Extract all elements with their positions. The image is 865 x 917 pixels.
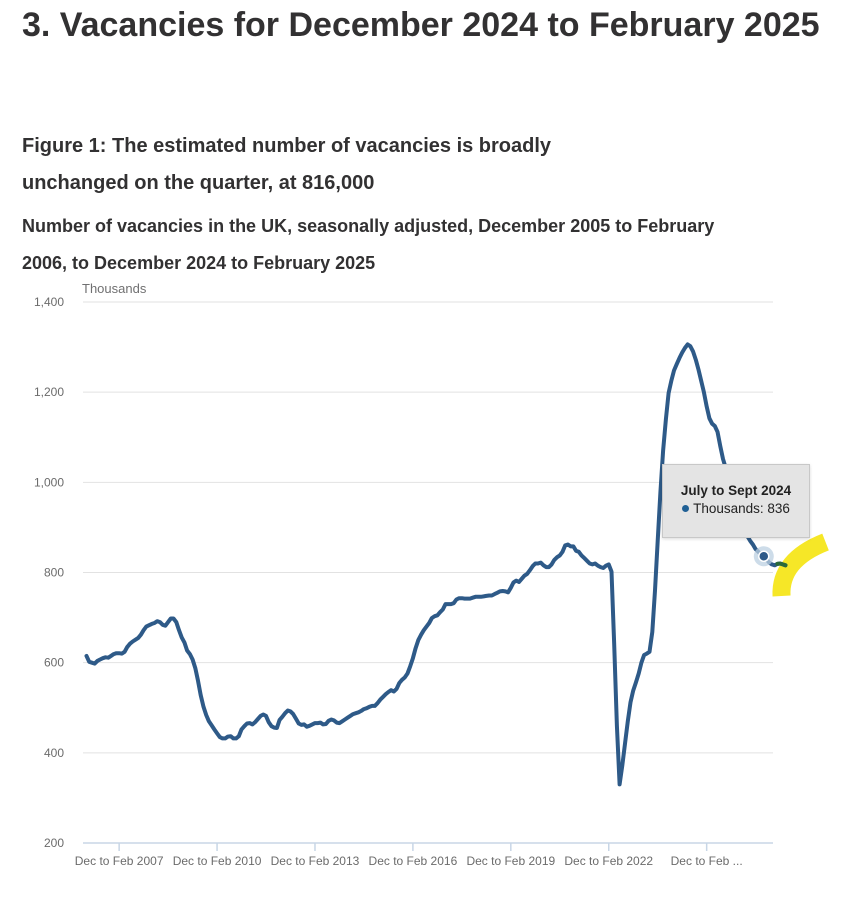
x-tick-label: Dec to Feb 2007 <box>75 854 164 868</box>
y-tick-label: 400 <box>44 746 64 760</box>
hover-marker-point <box>758 550 770 563</box>
series-line-thousands <box>84 342 788 787</box>
tooltip-value: Thousands: 836 <box>693 501 790 516</box>
chart-canvas[interactable]: 200 400 600 800 1,000 1,200 1,400 Dec to Feb 20… <box>0 280 865 880</box>
tooltip-value-row: Thousands: 836 <box>663 501 809 516</box>
x-tick-label: Dec to Feb 2022 <box>564 854 653 868</box>
x-tick-label: Dec to Feb 2016 <box>369 854 458 868</box>
highlight-annotation <box>772 533 830 597</box>
y-tick-label: 1,400 <box>34 295 64 309</box>
vacancies-chart[interactable]: Thousands 200 400 600 800 1,000 1,200 1,400 Dec… <box>0 280 865 880</box>
x-tick-label: Dec to Feb 2010 <box>173 854 262 868</box>
section-title: 3. Vacancies for December 2024 to Februa… <box>22 6 820 44</box>
y-tick-label: 600 <box>44 656 64 670</box>
y-tick-label: 200 <box>44 836 64 850</box>
x-tick-label: Dec to Feb 2013 <box>271 854 360 868</box>
series-dot-icon <box>682 505 690 512</box>
y-unit-label: Thousands <box>82 283 147 293</box>
x-tick-label: Dec to Feb ... <box>671 854 743 868</box>
y-tick-label: 1,000 <box>34 475 64 489</box>
y-tick-label: 800 <box>44 566 64 580</box>
chart-tooltip: July to Sept 2024 Thousands: 836 <box>662 464 810 538</box>
figure-title: Figure 1: The estimated number of vacanc… <box>22 135 552 194</box>
x-tick-label: Dec to Feb 2019 <box>466 854 555 868</box>
y-tick-label: 1,200 <box>34 385 64 399</box>
tooltip-title: July to Sept 2024 <box>680 483 792 498</box>
series-latest-segment <box>775 561 788 568</box>
figure-subtitle: Number of vacancies in the UK, seasonall… <box>22 216 715 273</box>
